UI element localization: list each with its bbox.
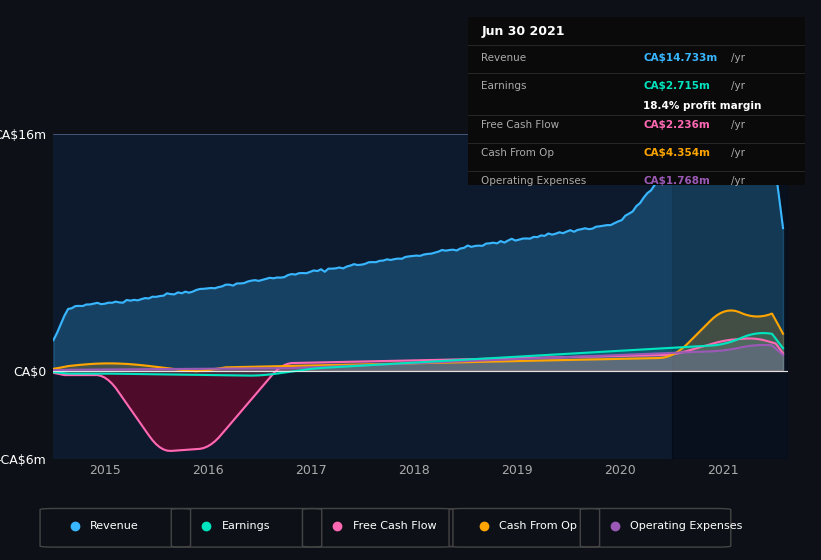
Text: /yr: /yr: [731, 176, 745, 186]
Text: Earnings: Earnings: [481, 81, 527, 91]
Text: CA$2.236m: CA$2.236m: [643, 120, 710, 130]
Text: /yr: /yr: [731, 148, 745, 158]
Text: CA$14.733m: CA$14.733m: [643, 53, 718, 63]
Text: Operating Expenses: Operating Expenses: [481, 176, 587, 186]
Text: Revenue: Revenue: [90, 521, 139, 531]
Text: /yr: /yr: [731, 81, 745, 91]
Text: CA$1.768m: CA$1.768m: [643, 176, 710, 186]
Text: CA$4.354m: CA$4.354m: [643, 148, 710, 158]
Text: Cash From Op: Cash From Op: [481, 148, 554, 158]
Text: CA$2.715m: CA$2.715m: [643, 81, 710, 91]
Text: Earnings: Earnings: [222, 521, 270, 531]
Text: Cash From Op: Cash From Op: [499, 521, 577, 531]
Bar: [672, 134, 788, 459]
Text: /yr: /yr: [731, 120, 745, 130]
Text: Jun 30 2021: Jun 30 2021: [481, 25, 565, 38]
Text: Free Cash Flow: Free Cash Flow: [481, 120, 560, 130]
Text: Revenue: Revenue: [481, 53, 526, 63]
Text: Free Cash Flow: Free Cash Flow: [353, 521, 436, 531]
Text: 18.4% profit margin: 18.4% profit margin: [643, 101, 761, 111]
Text: Operating Expenses: Operating Expenses: [631, 521, 743, 531]
Text: /yr: /yr: [731, 53, 745, 63]
